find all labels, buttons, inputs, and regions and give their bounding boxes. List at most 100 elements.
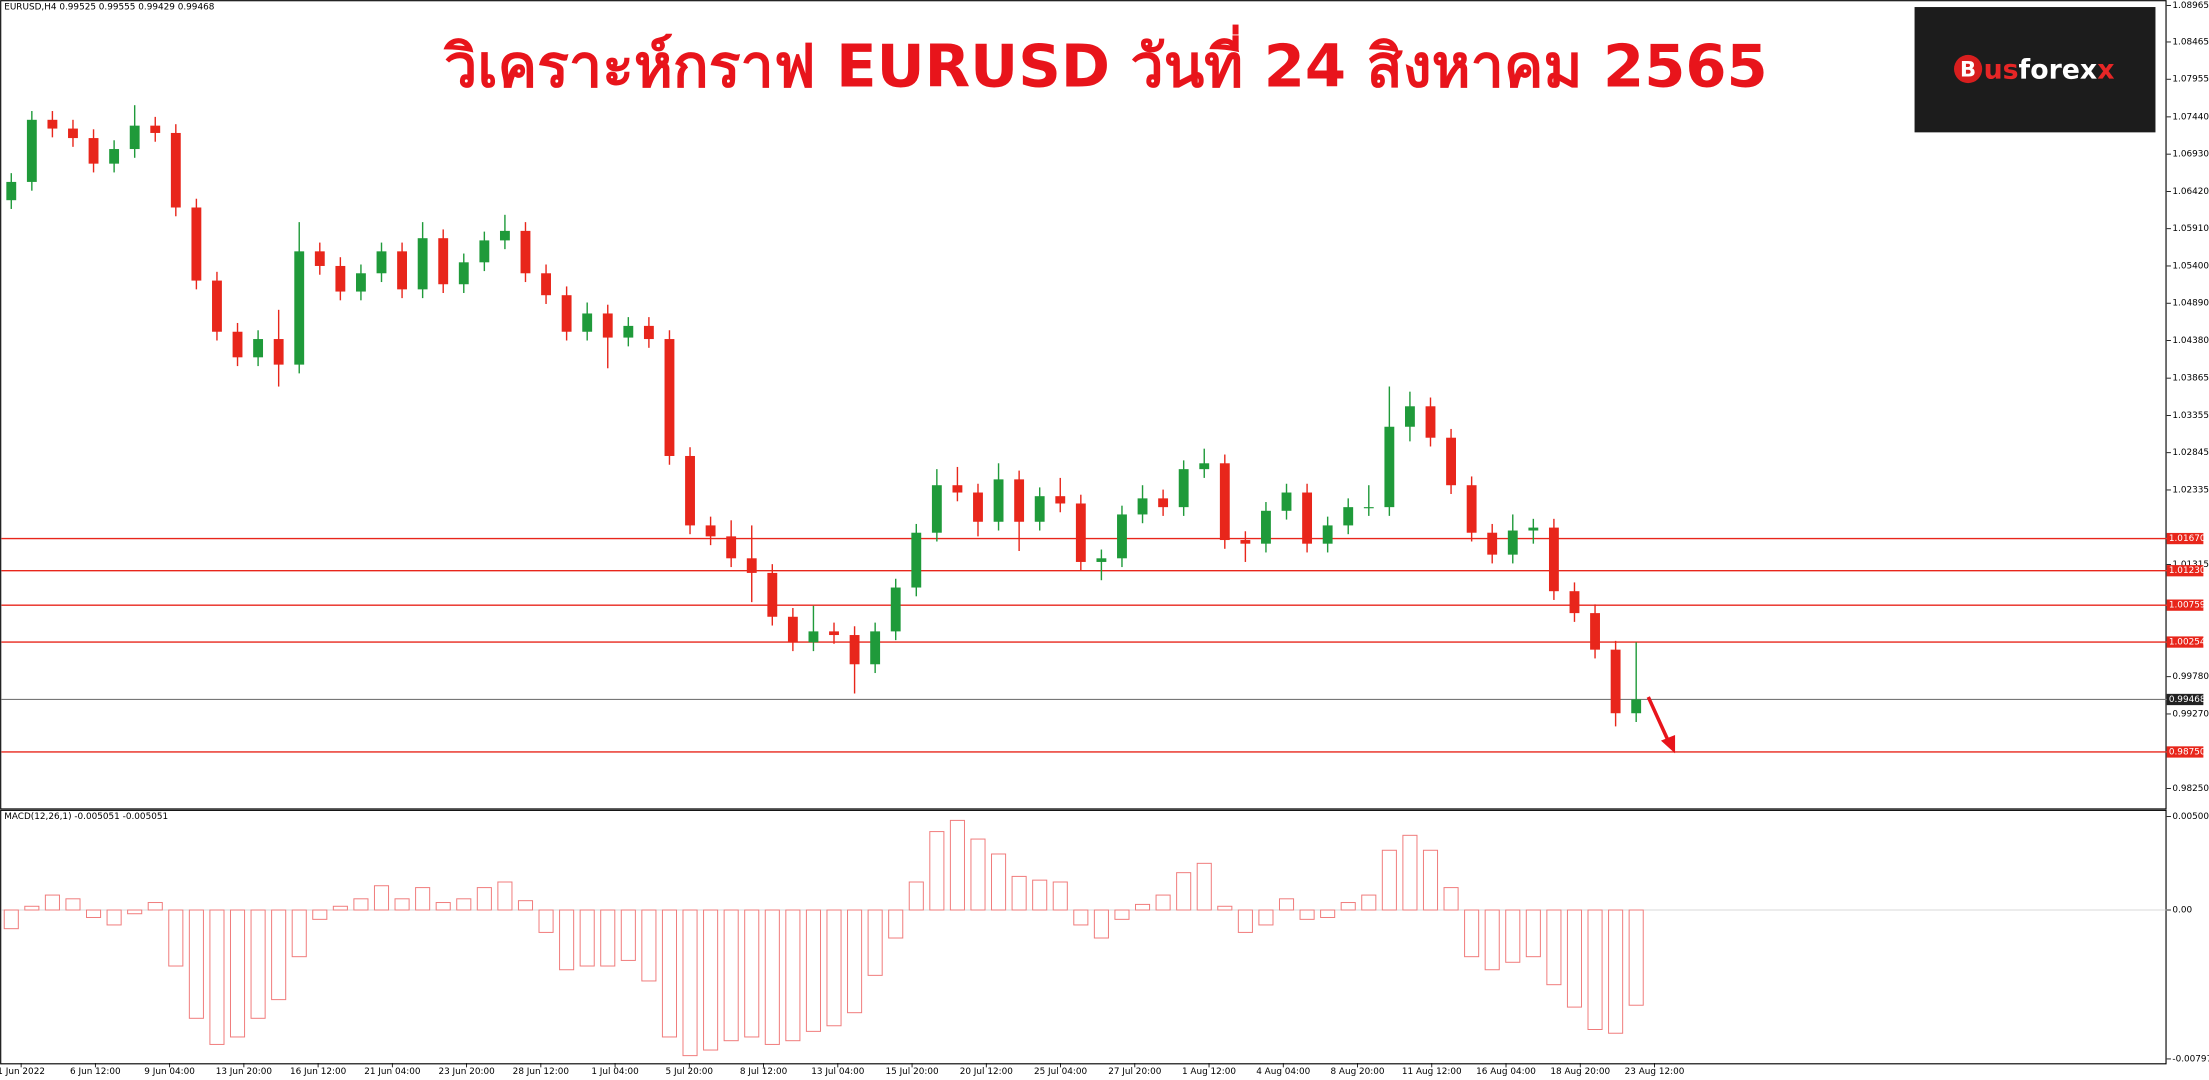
macd-bar xyxy=(3,909,19,930)
candle-body xyxy=(1219,463,1230,541)
y-tick-label: 0.99780 xyxy=(2172,672,2209,682)
level-label: 0.98750 xyxy=(2169,747,2206,757)
candle-body xyxy=(335,265,346,292)
candle-body xyxy=(685,455,695,526)
macd-bar xyxy=(682,909,698,1057)
macd-bar xyxy=(641,909,657,982)
candle-body xyxy=(541,273,551,296)
candle-body xyxy=(1322,525,1333,544)
macd-bar xyxy=(44,894,60,911)
x-tick-label: 1 Aug 12:00 xyxy=(1182,1067,1236,1077)
candle-body xyxy=(170,132,181,208)
x-tick-label: 13 Jul 04:00 xyxy=(811,1067,865,1077)
x-tick-label: 15 Jul 20:00 xyxy=(885,1067,939,1077)
macd-bar xyxy=(1135,903,1151,911)
price-panel xyxy=(0,0,2167,810)
candle-body xyxy=(1178,469,1189,508)
macd-bar xyxy=(538,909,554,933)
macd-bar xyxy=(559,909,575,971)
x-tick-label: 5 Jul 20:00 xyxy=(666,1067,714,1077)
macd-bar xyxy=(127,909,143,915)
macd-bar xyxy=(1114,909,1130,920)
candle-body xyxy=(931,485,942,533)
candle-body xyxy=(1425,406,1436,438)
x-tick-label: 16 Jun 12:00 xyxy=(290,1067,347,1077)
candle-body xyxy=(1014,479,1025,522)
candle-body xyxy=(623,325,634,338)
macd-bar xyxy=(435,902,451,911)
candle-body xyxy=(6,181,17,201)
macd-bar xyxy=(1628,909,1644,1006)
candle-body xyxy=(1569,591,1580,614)
y-tick-label: 1.06420 xyxy=(2172,187,2209,197)
level-label: 1.00254 xyxy=(2169,638,2206,648)
candle-body xyxy=(1240,540,1251,544)
x-tick-label: 25 Jul 04:00 xyxy=(1034,1067,1088,1077)
candle-body xyxy=(1117,514,1127,559)
y-tick-label: 0.99270 xyxy=(2172,709,2209,719)
macd-bar xyxy=(1381,849,1397,911)
candle-body xyxy=(1528,527,1539,531)
x-tick-label: 13 Jun 20:00 xyxy=(216,1067,273,1077)
logo-text: usforexx xyxy=(1984,54,2115,85)
macd-bar xyxy=(24,905,40,911)
candle-body xyxy=(602,313,613,338)
candle-body xyxy=(150,125,161,133)
macd-bar xyxy=(620,909,636,961)
logo: B usforexx xyxy=(1914,7,2156,133)
x-tick-label: 28 Jun 12:00 xyxy=(513,1067,570,1077)
candle-body xyxy=(1610,649,1621,714)
macd-bar xyxy=(908,881,924,911)
candle-body xyxy=(829,631,839,636)
current-price-label: 0.99468 xyxy=(2169,695,2206,705)
macd-bar xyxy=(785,909,801,1042)
macd-tick-label: -0.007977 xyxy=(2172,1054,2209,1064)
macd-bar xyxy=(86,909,102,918)
candle-body xyxy=(1096,558,1107,562)
macd-bar xyxy=(991,853,1007,911)
macd-bar xyxy=(723,909,739,1042)
macd-bar xyxy=(1546,909,1562,986)
macd-bar xyxy=(970,838,986,911)
x-tick-label: 20 Jul 12:00 xyxy=(960,1067,1014,1077)
macd-bar xyxy=(291,909,307,958)
y-tick-label: 1.04380 xyxy=(2172,336,2209,346)
candle-body xyxy=(890,587,901,632)
macd-bar xyxy=(476,887,492,911)
y-tick-label: 1.06930 xyxy=(2172,150,2209,160)
macd-bar xyxy=(1402,834,1418,911)
macd-bar xyxy=(188,909,204,1019)
macd-bar xyxy=(1422,849,1439,911)
macd-bar xyxy=(1237,909,1253,933)
macd-bar xyxy=(764,909,780,1045)
candle-body xyxy=(417,238,428,290)
x-tick-label: 23 Jun 20:00 xyxy=(438,1067,495,1077)
macd-bar xyxy=(1566,909,1583,1008)
y-tick-label: 1.01315 xyxy=(2172,560,2209,570)
macd-bar xyxy=(1525,909,1541,958)
macd-bar xyxy=(1011,875,1027,911)
macd-tick-label: 0.00 xyxy=(2172,906,2192,916)
x-tick-label: 1 Jul 04:00 xyxy=(591,1067,639,1077)
macd-bar xyxy=(579,909,595,967)
level-label: 1.01670 xyxy=(2169,534,2206,544)
logo-forex: forex xyxy=(2019,54,2098,85)
candle-body xyxy=(253,339,264,358)
candle-body xyxy=(458,262,469,285)
candle-body xyxy=(1158,498,1169,508)
macd-bar xyxy=(1052,881,1068,911)
candle-body xyxy=(911,532,922,588)
macd-bar xyxy=(661,909,677,1038)
macd-bar xyxy=(65,898,81,911)
macd-bar xyxy=(1361,894,1377,911)
level-label-bg xyxy=(2166,532,2204,545)
macd-bar xyxy=(312,909,328,920)
arrow-line xyxy=(1646,696,1672,745)
candle-body xyxy=(191,207,202,281)
y-tick-label: 1.03865 xyxy=(2172,374,2209,384)
candle-body xyxy=(1590,613,1600,650)
candle-body xyxy=(705,525,716,537)
